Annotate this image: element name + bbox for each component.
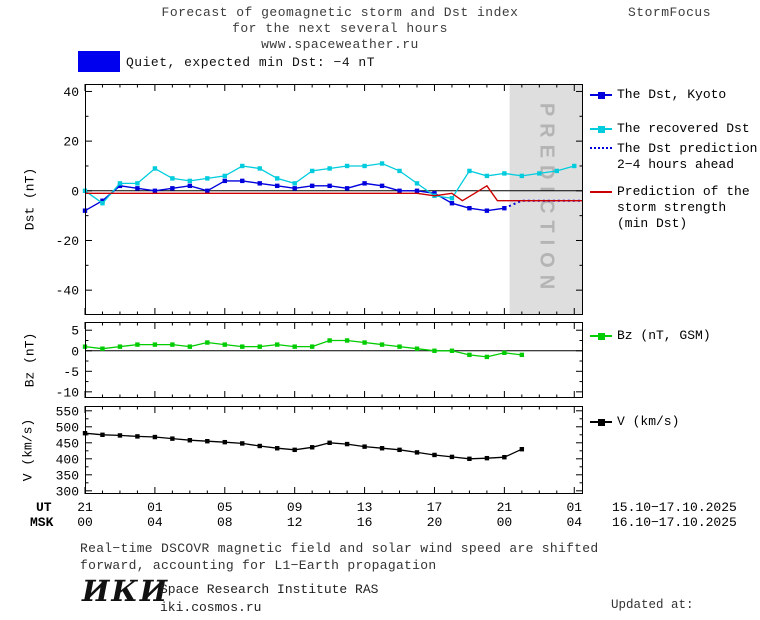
xtick-ut: 21 <box>496 500 513 515</box>
legend-dst-prediction-line2: 2−4 hours ahead <box>617 157 735 172</box>
xtick-msk: 00 <box>77 515 93 530</box>
legend-v: V (km/s) <box>590 414 679 430</box>
bz-axis-label: Bz (nT) <box>22 332 38 388</box>
title-line-2: for the next several hours <box>232 21 448 36</box>
y-tick-label: -5 <box>63 365 79 380</box>
legend-storm-prediction-label: Prediction of the storm strength (min Ds… <box>617 184 750 232</box>
msk-date-range: 16.10−17.10.2025 <box>612 515 737 530</box>
ut-date-range: 15.10−17.10.2025 <box>612 500 737 515</box>
institute-site: iki.cosmos.ru <box>160 600 262 615</box>
updated-label: Updated at: <box>611 598 694 612</box>
propagation-note: Real−time DSCOVR magnetic field and sola… <box>80 540 598 574</box>
legend-storm-prediction: Prediction of the storm strength (min Ds… <box>590 184 750 232</box>
legend-v-label: V (km/s) <box>617 414 680 429</box>
ut-row-label: UT <box>36 500 52 515</box>
xtick-ut: 05 <box>216 500 233 515</box>
xtick-msk: 04 <box>147 515 163 530</box>
legend-dst-prediction-label: The Dst prediction 2−4 hours ahead <box>617 141 757 173</box>
y-tick-label: 0 <box>71 344 79 359</box>
xtick-ut: 01 <box>566 500 583 515</box>
series-line <box>84 339 522 358</box>
dst-axis-label: Dst (nT) <box>22 167 38 231</box>
legend-storm-line2: storm strength <box>617 200 727 215</box>
y-tick-label: -40 <box>56 284 79 299</box>
xtick-ut: 09 <box>286 500 303 515</box>
storm-level-swatch <box>78 51 120 72</box>
series-line <box>504 199 583 210</box>
storm-prediction-marker-icon <box>590 184 612 200</box>
y-tick-label: 350 <box>56 468 79 483</box>
y-tick-label: 500 <box>56 420 79 435</box>
propagation-note-line2: forward, accounting for L1−Earth propaga… <box>80 558 437 573</box>
xaxis-msk-values: 00 04 08 12 16 20 00 04 <box>77 515 583 530</box>
dst-kyoto-marker-icon <box>590 87 612 103</box>
legend-dst-kyoto-label: The Dst, Kyoto <box>617 87 727 102</box>
xtick-msk: 20 <box>426 515 443 530</box>
legend-bz: Bz (nT, GSM) <box>590 328 711 344</box>
legend-dst-prediction: The Dst prediction 2−4 hours ahead <box>590 141 757 173</box>
y-tick-label: 40 <box>63 85 79 100</box>
bz-marker-icon <box>590 328 612 344</box>
site-url: www.spaceweather.ru <box>261 37 419 52</box>
prediction-label: PREDICTION <box>535 103 557 296</box>
xtick-ut: 21 <box>77 500 93 515</box>
y-tick-label: -10 <box>56 385 79 400</box>
y-tick-label: 550 <box>56 404 79 419</box>
updated-block: Updated at: UT 21:05, 16.10.2025 MSK 00:… <box>601 565 759 620</box>
y-tick-label: 0 <box>71 184 79 199</box>
bz-chart: 5 0 -5 -10 <box>56 322 583 400</box>
legend-dst-kyoto: The Dst, Kyoto <box>590 87 726 103</box>
storm-level-label: Quiet, expected min Dst: −4 nT <box>126 55 376 70</box>
xaxis-ut-values: 21 01 05 09 13 17 21 01 <box>77 500 583 515</box>
legend-storm-line1: Prediction of the <box>617 184 750 199</box>
v-marker-icon <box>590 414 612 430</box>
xtick-msk: 08 <box>216 515 233 530</box>
propagation-note-line1: Real−time DSCOVR magnetic field and sola… <box>80 541 599 556</box>
legend-bz-label: Bz (nT, GSM) <box>617 328 711 343</box>
legend-storm-line3: (min Dst) <box>617 216 688 231</box>
y-tick-label: 5 <box>71 324 79 339</box>
series-line <box>85 184 583 202</box>
xtick-ut: 13 <box>356 500 373 515</box>
series-line <box>84 432 523 460</box>
xtick-ut: 17 <box>426 500 443 515</box>
page-title: Forecast of geomagnetic storm and Dst in… <box>90 5 590 53</box>
msk-row-label: MSK <box>30 515 54 530</box>
prediction-region <box>509 85 583 314</box>
xtick-msk: 04 <box>566 515 583 530</box>
y-tick-label: 450 <box>56 436 79 451</box>
v-axis-label: V (km/s) <box>20 418 36 482</box>
iki-logo: ИКИ <box>82 574 170 608</box>
title-line-1: Forecast of geomagnetic storm and Dst in… <box>161 5 519 20</box>
dst-chart: PREDICTION 40 20 0 -20 -40 <box>56 84 583 315</box>
y-tick-label: 400 <box>56 452 79 467</box>
legend-recovered-dst: The recovered Dst <box>590 121 750 137</box>
recovered-dst-marker-icon <box>590 121 612 137</box>
xtick-ut: 01 <box>147 500 163 515</box>
legend-dst-prediction-line1: The Dst prediction <box>617 141 758 156</box>
legend-recovered-dst-label: The recovered Dst <box>617 121 750 136</box>
institute-name: Space Research Institute RAS <box>160 582 379 597</box>
y-tick-label: 300 <box>56 484 79 499</box>
xtick-msk: 16 <box>356 515 373 530</box>
brand-stormfocus: StormFocus <box>628 5 712 20</box>
y-tick-label: -20 <box>56 234 79 249</box>
xtick-msk: 00 <box>496 515 513 530</box>
xtick-msk: 12 <box>286 515 303 530</box>
dst-prediction-marker-icon <box>590 141 612 157</box>
y-tick-label: 20 <box>63 135 79 150</box>
